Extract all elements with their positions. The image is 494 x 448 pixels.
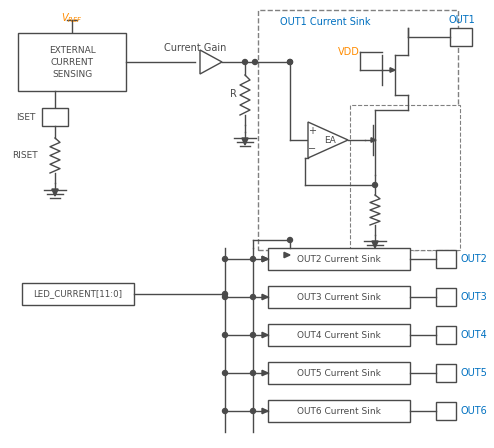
Circle shape bbox=[288, 237, 292, 242]
Bar bbox=[436, 326, 456, 344]
Bar bbox=[258, 10, 458, 250]
Text: OUT3: OUT3 bbox=[460, 292, 488, 302]
Text: OUT6 Current Sink: OUT6 Current Sink bbox=[297, 406, 381, 415]
Circle shape bbox=[243, 60, 247, 65]
Text: EA: EA bbox=[324, 135, 336, 145]
Text: RISET: RISET bbox=[12, 151, 38, 159]
Bar bbox=[268, 324, 410, 346]
Text: +: + bbox=[308, 126, 316, 136]
Bar bbox=[350, 105, 460, 250]
Text: OUT1 Current Sink: OUT1 Current Sink bbox=[280, 17, 370, 27]
Polygon shape bbox=[262, 294, 268, 300]
Circle shape bbox=[250, 370, 255, 375]
Text: $V_{REF}$: $V_{REF}$ bbox=[61, 11, 83, 25]
Text: −: − bbox=[308, 144, 316, 154]
Bar bbox=[22, 283, 134, 305]
Text: R: R bbox=[230, 89, 237, 99]
Text: OUT2 Current Sink: OUT2 Current Sink bbox=[297, 254, 381, 263]
Text: OUT4: OUT4 bbox=[460, 330, 488, 340]
Bar bbox=[436, 402, 456, 420]
Bar bbox=[42, 108, 68, 126]
Text: Current Gain: Current Gain bbox=[164, 43, 226, 53]
Bar bbox=[268, 362, 410, 384]
Circle shape bbox=[250, 294, 255, 300]
Bar bbox=[268, 248, 410, 270]
Polygon shape bbox=[200, 50, 222, 74]
Bar bbox=[268, 286, 410, 308]
Bar bbox=[436, 250, 456, 268]
Circle shape bbox=[222, 370, 228, 375]
Polygon shape bbox=[371, 138, 376, 142]
Circle shape bbox=[222, 294, 228, 300]
Text: OUT2: OUT2 bbox=[460, 254, 488, 264]
Text: SENSING: SENSING bbox=[52, 69, 92, 78]
Text: OUT6: OUT6 bbox=[460, 406, 488, 416]
Bar bbox=[268, 400, 410, 422]
Text: OUT1: OUT1 bbox=[449, 15, 475, 25]
Polygon shape bbox=[262, 408, 268, 414]
Circle shape bbox=[222, 257, 228, 262]
Bar bbox=[436, 364, 456, 382]
Circle shape bbox=[222, 292, 228, 297]
Circle shape bbox=[222, 409, 228, 414]
Text: OUT5: OUT5 bbox=[460, 368, 488, 378]
Polygon shape bbox=[372, 241, 378, 248]
Polygon shape bbox=[242, 138, 248, 145]
Text: EXTERNAL: EXTERNAL bbox=[48, 46, 95, 55]
Circle shape bbox=[250, 257, 255, 262]
Circle shape bbox=[252, 60, 257, 65]
Polygon shape bbox=[262, 370, 268, 376]
Circle shape bbox=[288, 60, 292, 65]
Text: VDD: VDD bbox=[338, 47, 360, 57]
Text: OUT4 Current Sink: OUT4 Current Sink bbox=[297, 331, 381, 340]
Circle shape bbox=[372, 182, 377, 188]
Circle shape bbox=[250, 332, 255, 337]
Bar bbox=[436, 288, 456, 306]
Polygon shape bbox=[308, 122, 348, 158]
Polygon shape bbox=[52, 189, 58, 196]
Circle shape bbox=[288, 60, 292, 65]
Bar bbox=[450, 28, 472, 46]
Text: OUT3 Current Sink: OUT3 Current Sink bbox=[297, 293, 381, 302]
Circle shape bbox=[222, 332, 228, 337]
Polygon shape bbox=[284, 252, 290, 258]
Text: LED_CURRENT[11:0]: LED_CURRENT[11:0] bbox=[34, 289, 123, 298]
Bar bbox=[18, 33, 126, 91]
Polygon shape bbox=[262, 256, 268, 262]
Text: CURRENT: CURRENT bbox=[50, 57, 93, 66]
Polygon shape bbox=[262, 332, 268, 338]
Polygon shape bbox=[390, 68, 395, 72]
Polygon shape bbox=[262, 256, 268, 262]
Text: OUT5 Current Sink: OUT5 Current Sink bbox=[297, 369, 381, 378]
Text: ISET: ISET bbox=[16, 112, 35, 121]
Circle shape bbox=[250, 409, 255, 414]
